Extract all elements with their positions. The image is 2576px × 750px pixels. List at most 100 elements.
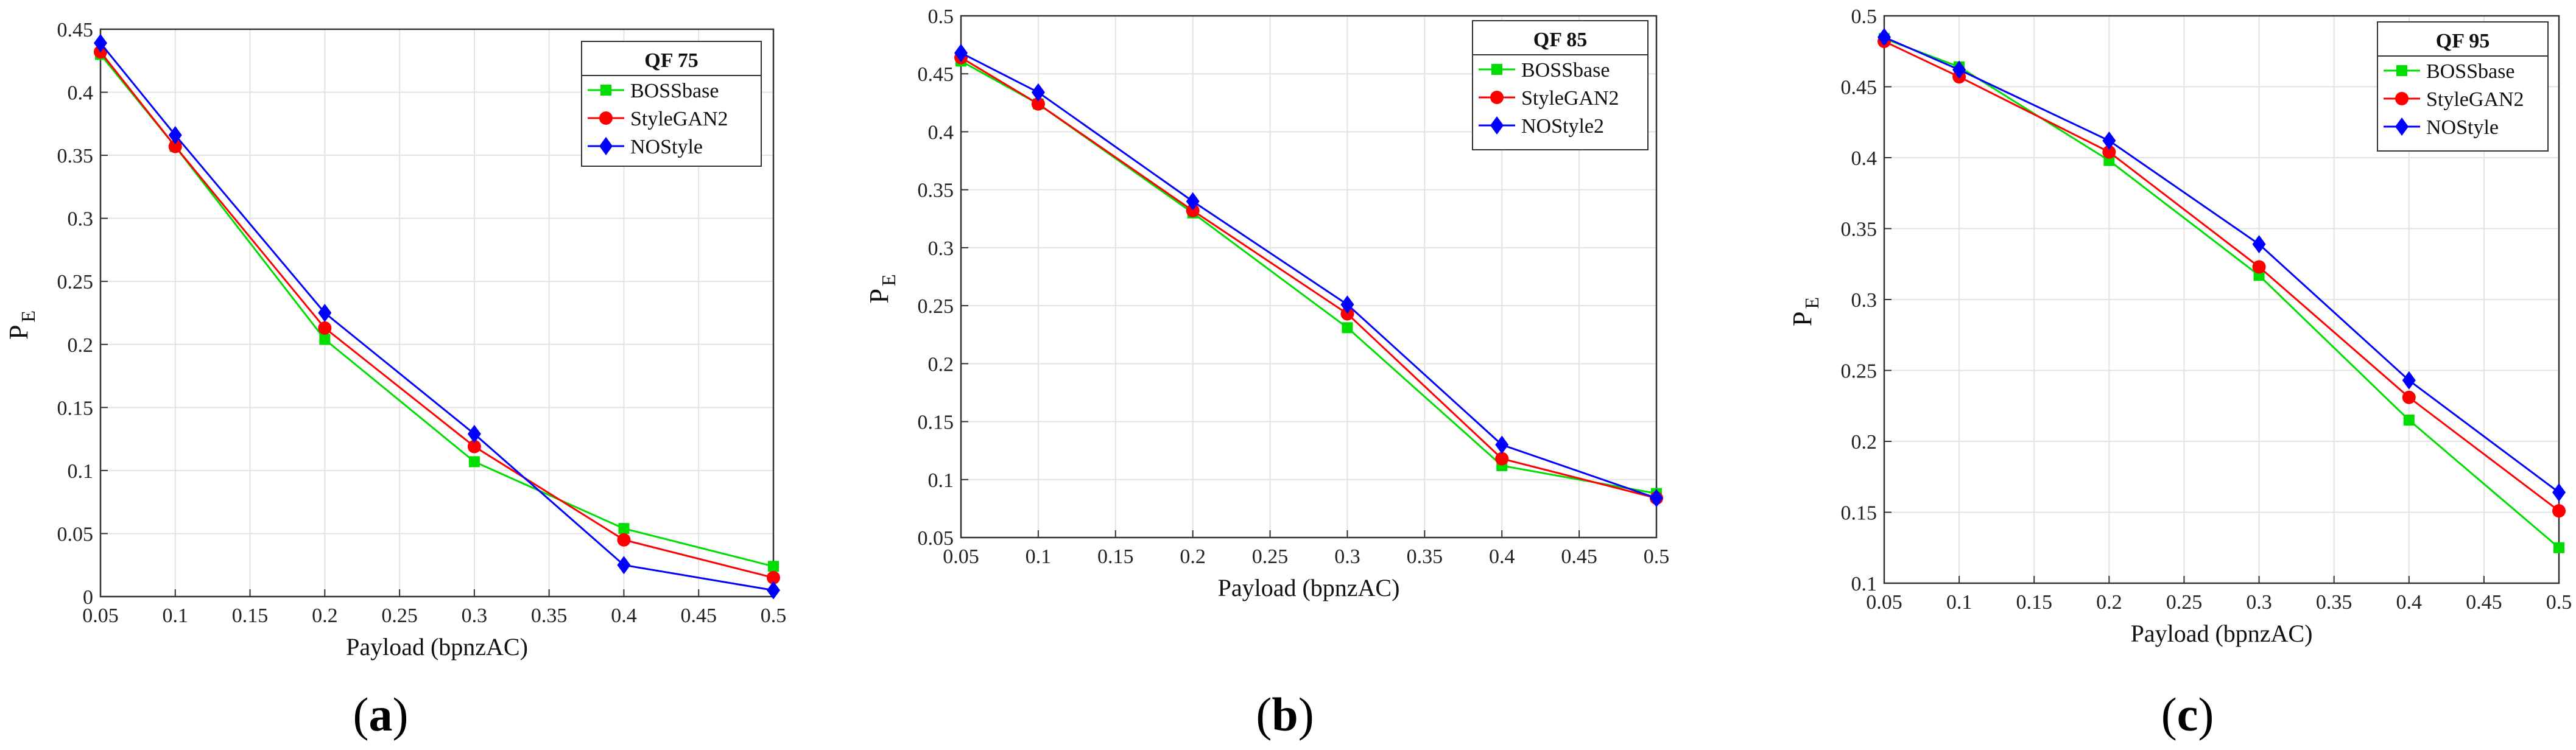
legend-entry-bossbase-marker (2396, 65, 2407, 76)
data-point-nostyle (2402, 371, 2416, 390)
data-point-stylegan2 (1495, 452, 1509, 466)
axes-frame (1883, 15, 2560, 584)
legend-entry-stylegan2-label: StyleGAN2 (1521, 87, 1619, 110)
x-tick-label: 0.25 (2166, 591, 2203, 614)
y-tick-label: 0.1 (928, 469, 954, 492)
y-axis-label-subscript: E (17, 310, 39, 323)
x-tick-label: 0.35 (1407, 545, 1443, 568)
legend-entry-bossbase-label: BOSSbase (1521, 59, 1610, 82)
data-point-stylegan2 (467, 440, 481, 454)
y-axis-label-main: P (864, 289, 894, 303)
data-point-bossbase (768, 561, 779, 572)
x-tick-label: 0.3 (462, 605, 488, 627)
legend-box (1472, 20, 1649, 150)
y-tick-label: 0.1 (68, 460, 94, 483)
x-tick-label: 0.45 (680, 605, 717, 627)
panel-label-a: (a) (353, 688, 409, 741)
y-tick-label: 0.2 (68, 334, 94, 357)
data-point-stylegan2 (617, 533, 631, 547)
y-tick-label: 0.4 (928, 121, 954, 144)
legend-entry-bossbase-label: BOSSbase (630, 80, 719, 102)
x-tick-label: 0.25 (381, 605, 418, 627)
legend-title: QF 85 (1533, 29, 1587, 51)
data-point-bossbase (468, 456, 480, 468)
data-point-stylegan2 (2402, 390, 2416, 404)
x-tick-label: 0.4 (1489, 545, 1515, 568)
data-point-nostyle (2102, 131, 2116, 150)
y-tick-label: 0.05 (918, 527, 954, 550)
legend-entry-nostyle-marker (599, 137, 613, 155)
y-axis-label: PE (1787, 297, 1823, 326)
data-point-nostyle2 (1495, 435, 1509, 454)
legend-entry-bossbase-marker (1491, 64, 1502, 75)
series-line-nostyle (1884, 36, 2560, 494)
series-line-stylegan2 (1884, 40, 2560, 512)
legend-entry-nostyle-label: NOStyle (2426, 116, 2499, 139)
data-point-nostyle (168, 125, 182, 144)
x-tick-label: 0.1 (163, 605, 189, 627)
data-point-stylegan2 (1031, 97, 1045, 111)
x-tick-label: 0.45 (2466, 591, 2502, 614)
series-line-stylegan2 (960, 57, 1657, 499)
y-tick-label: 0.4 (1851, 147, 1877, 170)
y-axis-label-main: P (4, 325, 33, 340)
panel-label-b: (b) (1256, 688, 1314, 741)
x-tick-label: 0.4 (611, 605, 637, 627)
data-point-nostyle2 (1340, 295, 1354, 314)
y-tick-label: 0.35 (1841, 219, 1877, 241)
data-point-nostyle (767, 581, 780, 600)
y-tick-label: 0.25 (57, 271, 94, 293)
data-point-nostyle2 (954, 43, 968, 62)
x-tick-label: 0.5 (2546, 591, 2572, 614)
y-tick-label: 0.15 (57, 397, 94, 419)
data-point-nostyle2 (1031, 83, 1045, 102)
y-axis-label-subscript: E (878, 274, 899, 286)
x-axis-label: Payload (bpnzAC) (2131, 620, 2313, 647)
x-tick-label: 0.35 (2316, 591, 2353, 614)
y-tick-label: 0.1 (1851, 573, 1877, 595)
series-line-bossbase (1884, 37, 2560, 548)
x-tick-label: 0.2 (312, 605, 338, 627)
data-point-bossbase (319, 334, 331, 345)
data-point-nostyle (318, 304, 332, 322)
y-axis-label: PE (864, 274, 899, 303)
x-tick-label: 0.05 (82, 605, 119, 627)
panel-label-close-paren: ) (2198, 688, 2214, 741)
legend-entry-bossbase-label: BOSSbase (2426, 60, 2514, 83)
data-point-bossbase (2403, 415, 2415, 426)
panel-label-close-paren: ) (393, 688, 409, 741)
y-tick-label: 0.15 (1841, 502, 1877, 525)
x-tick-label: 0.4 (2396, 591, 2423, 614)
x-tick-label: 0.1 (1026, 545, 1052, 568)
data-point-nostyle (2252, 235, 2266, 254)
x-tick-label: 0.3 (2246, 591, 2272, 614)
x-tick-label: 0.25 (1252, 545, 1289, 568)
y-tick-label: 0.3 (928, 237, 954, 260)
y-tick-label: 0.05 (57, 523, 94, 545)
data-point-stylegan2 (767, 570, 780, 584)
x-tick-label: 0.5 (1644, 545, 1670, 568)
legend-entry-stylegan2-label: StyleGAN2 (2426, 88, 2524, 111)
x-tick-label: 0.3 (1334, 545, 1360, 568)
y-tick-label: 0.3 (1851, 289, 1877, 312)
y-tick-label: 0.2 (928, 353, 954, 376)
chart-panel-b: 0.05 0.1 0.15 0.2 0.25 0.3 0.35 0.4 0.45 0.5 0.05 0… (864, 5, 1669, 601)
y-tick-label: 0.2 (1851, 431, 1877, 454)
x-tick-label: 0.5 (761, 605, 787, 627)
y-axis-label: PE (4, 310, 39, 340)
y-tick-label: 0.45 (57, 19, 94, 41)
axes-frame (960, 15, 1658, 539)
legend-entry-nostyle2-marker (1490, 116, 1504, 135)
data-point-stylegan2 (1340, 307, 1354, 321)
data-point-stylegan2 (2102, 145, 2116, 159)
x-tick-label: 0.45 (1561, 545, 1597, 568)
legend-title: QF 75 (644, 49, 698, 72)
data-point-nostyle (2552, 483, 2566, 502)
y-tick-label: 0.25 (1841, 360, 1877, 383)
y-tick-label: 0.4 (68, 82, 94, 105)
y-axis-label-subscript: E (1801, 297, 1823, 309)
data-point-stylegan2 (2252, 260, 2266, 274)
data-point-bossbase (1342, 322, 1353, 334)
y-tick-label: 0.45 (1841, 77, 1877, 99)
